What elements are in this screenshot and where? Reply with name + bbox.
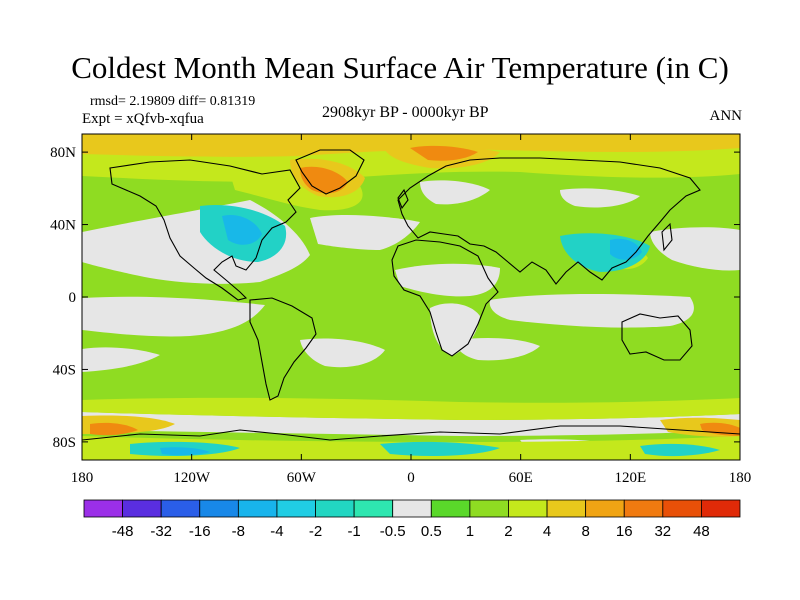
colorbar-swatch	[353, 499, 394, 518]
strong-warm-region	[410, 145, 478, 161]
colorbar-swatch	[508, 499, 548, 518]
coastline-north-america	[109, 159, 301, 301]
colorbar-swatch	[662, 499, 702, 518]
weak-cold-region	[380, 441, 500, 456]
colorbar-label: -8	[232, 523, 245, 540]
coastline-greenland	[295, 149, 365, 195]
colorbar-label: -2	[309, 523, 322, 540]
plot-title: Coldest Month Mean Surface Air Temperatu…	[71, 50, 729, 85]
experiment-label: Expt = xQfvb-xqfua	[82, 111, 204, 127]
season-label: ANN	[709, 108, 743, 124]
lon-tick-label: 120W	[173, 470, 211, 486]
coastline-australia	[621, 313, 693, 361]
colorbar-label: 0.5	[421, 523, 442, 540]
cold-region	[160, 447, 210, 456]
colorbar-label: -32	[150, 523, 172, 540]
coastline-uk	[397, 188, 409, 210]
colorbar-label: 4	[543, 523, 551, 540]
neutral-region	[455, 338, 540, 361]
colorbar-swatch	[315, 499, 355, 518]
neutral-region	[300, 338, 385, 368]
neutral-region	[420, 180, 490, 205]
weak-cold-region	[640, 443, 720, 457]
strong-warm-region	[300, 166, 348, 194]
lat-tick-label: 80S	[53, 435, 76, 451]
colorbar-swatch	[160, 499, 201, 518]
colorbar-swatch	[122, 499, 162, 518]
colorbar-swatch	[199, 499, 239, 518]
colorbar-swatch	[430, 499, 471, 518]
coastline-antarctica	[82, 425, 740, 441]
strong-warm-region	[700, 422, 740, 436]
colorbar-label: -16	[189, 523, 211, 540]
colorbar-swatch	[546, 499, 587, 518]
colorbar-label: 1	[466, 523, 474, 540]
colorbar-label: -1	[347, 523, 360, 540]
coastline-europe-asia	[397, 157, 701, 285]
rmsd-diff-stats: rmsd= 2.19809 diff= 0.81319	[90, 94, 256, 109]
neutral-region	[560, 188, 640, 208]
neutral-region	[82, 347, 160, 372]
lon-tick-label: 180	[729, 470, 752, 486]
colorbar-label: -4	[270, 523, 283, 540]
lon-tick-label: 180	[71, 470, 94, 486]
colorbar: -48 -32 -16 -8 -4 -2 -1 -0.5 0.5 1 2 4 8 16 32 48	[83, 499, 741, 540]
neutral-region	[82, 412, 740, 436]
colorbar-label: -0.5	[380, 523, 406, 540]
neutral-region	[310, 215, 420, 250]
neutral-region	[489, 293, 694, 328]
colorbar-swatch	[701, 499, 741, 518]
colorbar-swatch	[469, 499, 509, 518]
period-label: 2908kyr BP - 0000kyr BP	[322, 104, 489, 121]
cold-region	[222, 214, 262, 245]
colorbar-label: 16	[616, 523, 633, 540]
lon-tick-label: 0	[407, 470, 415, 486]
lon-tick-label: 60W	[287, 470, 317, 486]
lat-tick-label: 0	[69, 290, 77, 306]
map-axes: 80N 40N 0 40S 80S 180 120W 60W 0 60E 120E 180	[50, 134, 751, 486]
colorbar-swatch	[623, 499, 664, 518]
neutral-region	[395, 263, 500, 297]
weak-warm-region	[82, 397, 740, 420]
temperature-field	[82, 134, 740, 460]
warm-region	[82, 134, 740, 157]
lat-tick-label: 40N	[50, 218, 76, 234]
colorbar-swatch	[392, 499, 432, 518]
lat-tick-label: 40S	[53, 362, 76, 378]
coastlines	[82, 149, 740, 441]
coastline-africa	[391, 239, 499, 357]
lat-tick-label: 80N	[50, 145, 76, 161]
colorbar-label: 2	[504, 523, 512, 540]
colorbar-swatch	[237, 499, 278, 518]
colorbar-label: 32	[654, 523, 671, 540]
neutral-region	[650, 227, 740, 271]
coastline-japan	[661, 222, 673, 252]
colorbar-label: 8	[581, 523, 589, 540]
colorbar-swatch	[276, 499, 316, 518]
strong-warm-regions	[90, 145, 740, 436]
lon-tick-label: 60E	[509, 470, 533, 486]
lon-tick-label: 120E	[614, 470, 646, 486]
coastline-south-america	[249, 297, 317, 401]
colorbar-label: -48	[112, 523, 134, 540]
colorbar-label: 48	[693, 523, 710, 540]
strong-warm-region	[90, 422, 138, 436]
colorbar-swatch	[585, 499, 625, 518]
neutral-region	[82, 296, 265, 337]
colorbar-swatch	[83, 499, 123, 518]
